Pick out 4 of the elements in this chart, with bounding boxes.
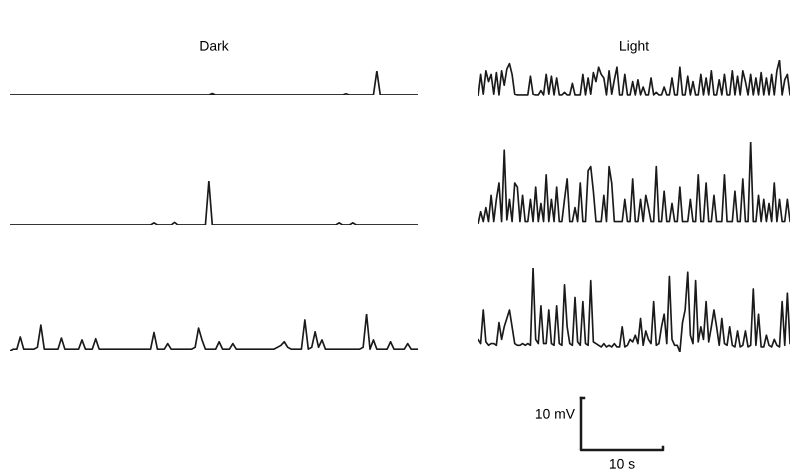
chart-title: Dark bbox=[200, 40, 229, 51]
text: 10 s bbox=[610, 458, 635, 469]
chart-title: Light bbox=[620, 40, 649, 54]
text: 10 mV bbox=[536, 408, 575, 419]
